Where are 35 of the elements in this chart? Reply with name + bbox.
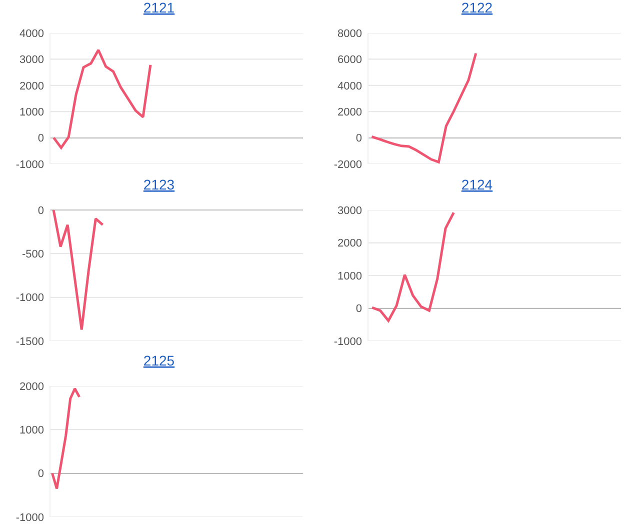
y-tick-label: 0 [38, 132, 44, 145]
y-tick-label: -2000 [334, 158, 362, 171]
line-series [370, 52, 478, 164]
line-series [52, 48, 152, 150]
chart-title: 2121 [143, 0, 175, 16]
y-tick-label: 0 [38, 468, 44, 480]
chart-title: 2123 [143, 176, 175, 192]
y-tick-label: 2000 [20, 80, 44, 92]
y-tick-label: 0 [356, 303, 362, 316]
y-tick-label: 8000 [338, 28, 362, 40]
chart-title: 2124 [461, 176, 493, 192]
y-tick-label: 2000 [338, 106, 362, 118]
y-tick-label: 0 [356, 132, 362, 145]
y-tick-label: -1000 [16, 512, 44, 524]
y-tick-label: 3000 [20, 54, 44, 66]
y-tick-label: 2000 [20, 380, 44, 393]
line-series [52, 210, 104, 331]
y-tick-label: -1500 [16, 336, 44, 348]
y-tick-label: -1000 [334, 336, 362, 348]
y-tick-label: 2000 [338, 238, 362, 250]
y-tick-label: -1000 [16, 158, 44, 171]
y-tick-label: 1000 [338, 270, 362, 282]
y-tick-label: 3000 [338, 204, 362, 217]
line-series [370, 211, 455, 322]
line-series [51, 387, 81, 490]
chart-title: 2125 [143, 352, 175, 368]
y-tick-label: 1000 [20, 106, 44, 118]
y-tick-label: -500 [22, 248, 44, 261]
y-tick-label: -1000 [16, 292, 44, 304]
y-tick-label: 4000 [338, 80, 362, 92]
y-tick-label: 0 [38, 204, 44, 217]
y-tick-label: 4000 [20, 28, 44, 40]
y-tick-label: 1000 [20, 424, 44, 437]
chart-title: 2122 [461, 0, 493, 16]
y-tick-label: 6000 [338, 54, 362, 66]
